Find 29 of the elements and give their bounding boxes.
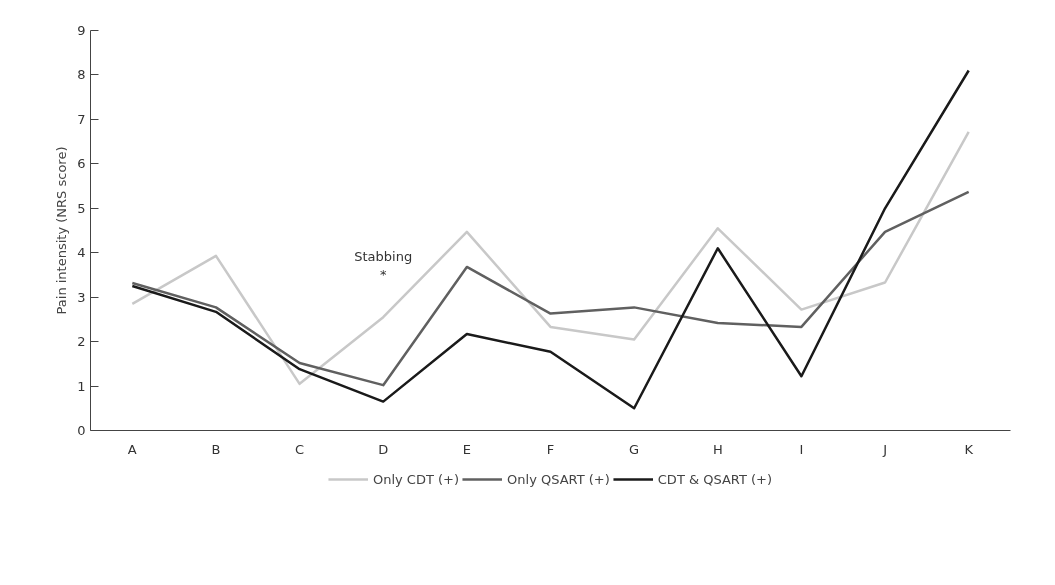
y-tick-label: 0 xyxy=(77,423,86,438)
x-tick-label: I xyxy=(799,441,804,457)
x-tick-label: A xyxy=(127,441,137,457)
legend-label: CDT & QSART (+) xyxy=(657,471,773,487)
y-tick-label: 9 xyxy=(77,23,86,38)
legend-label: Only QSART (+) xyxy=(507,471,610,487)
annotation: Stabbing * xyxy=(354,248,413,282)
x-tick-label: C xyxy=(295,441,305,457)
y-tick-label: 1 xyxy=(77,378,86,394)
line-series xyxy=(131,130,970,386)
x-tick-label: B xyxy=(211,441,221,457)
x-tick-label: E xyxy=(462,441,471,457)
x-tick-label: K xyxy=(964,441,974,457)
x-tick-label: G xyxy=(629,441,640,457)
y-tick-label: 8 xyxy=(77,67,86,83)
y-tick-label: 6 xyxy=(77,156,86,172)
x-tick-label: J xyxy=(882,441,887,457)
y-tick-label: 2 xyxy=(77,334,86,350)
legend-label: Only CDT (+) xyxy=(372,471,460,487)
y-tick-label: 4 xyxy=(77,245,86,261)
x-tick-label: F xyxy=(546,441,555,457)
x-tick-label: D xyxy=(378,441,389,457)
y-axis-title: Pain intensity (NRS score) xyxy=(54,146,70,315)
y-tick-label: 7 xyxy=(77,111,86,127)
y-tick-label: 5 xyxy=(77,200,86,216)
x-tick-label: H xyxy=(712,441,723,457)
line-series xyxy=(131,69,970,410)
y-tick-label: 3 xyxy=(77,289,86,305)
line-series xyxy=(131,190,970,387)
